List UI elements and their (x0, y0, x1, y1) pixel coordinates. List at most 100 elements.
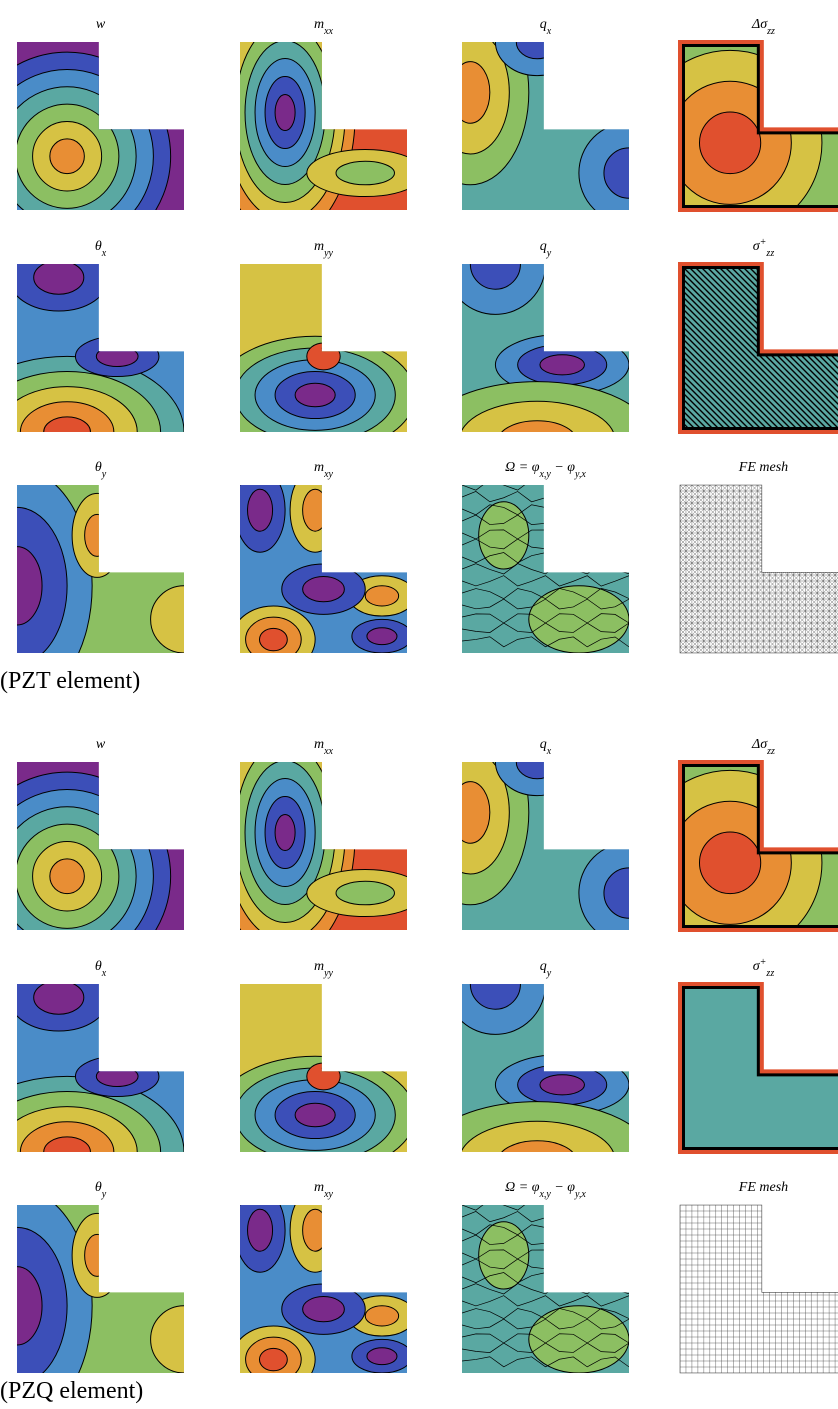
contour-plot (680, 762, 838, 930)
contour-band (515, 42, 559, 60)
title-part: m (314, 460, 324, 475)
title-part: y (546, 968, 552, 979)
contour-band (469, 984, 521, 1010)
contour-band (603, 867, 629, 919)
contour-plot (240, 1205, 407, 1373)
contour-band (95, 1065, 139, 1087)
contour-plot (462, 485, 629, 653)
contour-band (84, 513, 111, 557)
edge-band (678, 760, 838, 932)
contour-band (33, 264, 85, 295)
panel-title: myy (314, 959, 334, 979)
title-part: w (96, 737, 106, 752)
panel-title: qy (540, 239, 552, 259)
contour-band (17, 506, 68, 653)
mesh-outline (679, 484, 838, 654)
panel-title: σ+zz (753, 237, 775, 259)
title-part: y,x (574, 469, 586, 480)
panel-title: θx (95, 239, 107, 259)
contour-band (274, 94, 296, 132)
contour-plot (680, 984, 838, 1152)
panel-title: θx (95, 959, 107, 979)
contour-band (462, 381, 629, 432)
contour-band (247, 1208, 274, 1252)
contour-band (366, 1347, 398, 1366)
contour-band (302, 1296, 345, 1323)
contour-band (515, 762, 559, 780)
panel-title: σ+zz (753, 957, 775, 979)
edge-band (678, 262, 838, 434)
contour-plot (680, 42, 838, 210)
title-part: x (101, 968, 107, 979)
title-part: x (546, 26, 552, 37)
contour-plot (462, 264, 629, 432)
title-part: x (546, 746, 552, 757)
title-part: zz (766, 746, 775, 757)
edge-band (678, 982, 838, 1154)
title-part: xx (323, 26, 333, 37)
contour-band (528, 1305, 629, 1373)
contour-band (302, 576, 345, 603)
contour-band (17, 1266, 43, 1346)
contour-band (698, 831, 762, 895)
title-part: zz (765, 968, 774, 979)
contour-plot (240, 42, 407, 210)
title-part: m (314, 17, 324, 32)
panel-title: Δσzz (751, 737, 775, 757)
contour-band (43, 1136, 91, 1152)
title-part: m (314, 239, 324, 254)
panel-title: FE mesh (738, 460, 788, 475)
contour-plot (462, 762, 629, 930)
contour-band (578, 842, 629, 930)
title-part: σ (753, 959, 761, 974)
panel-title: mxx (314, 737, 334, 757)
contour-band (539, 1074, 585, 1096)
contour-band (302, 1208, 329, 1252)
contour-band (294, 1102, 336, 1128)
panel-title: qx (540, 17, 552, 37)
contour-plot (17, 762, 184, 930)
contour-plot (462, 984, 629, 1152)
panel-title: mxx (314, 17, 334, 37)
panel-title: w (96, 17, 106, 32)
contour-band (84, 1233, 111, 1277)
contour-band (478, 501, 530, 570)
contour-plot (17, 264, 184, 432)
title-part: x,y (538, 469, 551, 480)
contour-plot (680, 1205, 838, 1373)
contour-band (17, 1106, 138, 1152)
panel-title: Ω = φx,y − φy,x (505, 1180, 586, 1200)
mesh-outline (679, 1204, 838, 1374)
contour-plot (17, 42, 184, 210)
title-part: zz (765, 248, 774, 259)
contour-band (462, 781, 491, 844)
contour-band (49, 858, 85, 895)
title-part: Ω = φ (505, 460, 540, 475)
title-part: w (96, 17, 106, 32)
contour-plot (17, 1205, 184, 1373)
contour-band (49, 138, 85, 175)
title-part: + (760, 957, 767, 968)
title-part: xy (323, 1189, 333, 1200)
panel-title: Ω = φx,y − φy,x (505, 460, 586, 480)
contour-plot (462, 1205, 629, 1373)
title-part: Δσ (751, 17, 768, 32)
contour-band (366, 627, 398, 646)
title-part: θ (95, 1180, 102, 1195)
title-part: m (314, 737, 324, 752)
contour-band (478, 1221, 530, 1290)
title-part: y (546, 248, 552, 259)
title-part: xx (323, 746, 333, 757)
contour-band (19, 1121, 115, 1152)
contour-band (17, 1226, 68, 1373)
contour-band (258, 627, 288, 652)
panel-title: FE mesh (738, 1180, 788, 1195)
title-part: σ (753, 239, 761, 254)
title-part: q (540, 239, 547, 254)
title-part: m (314, 959, 324, 974)
title-part: x (101, 248, 107, 259)
contour-band (17, 485, 93, 653)
contour-band (497, 1140, 577, 1152)
contour-band (306, 342, 341, 371)
